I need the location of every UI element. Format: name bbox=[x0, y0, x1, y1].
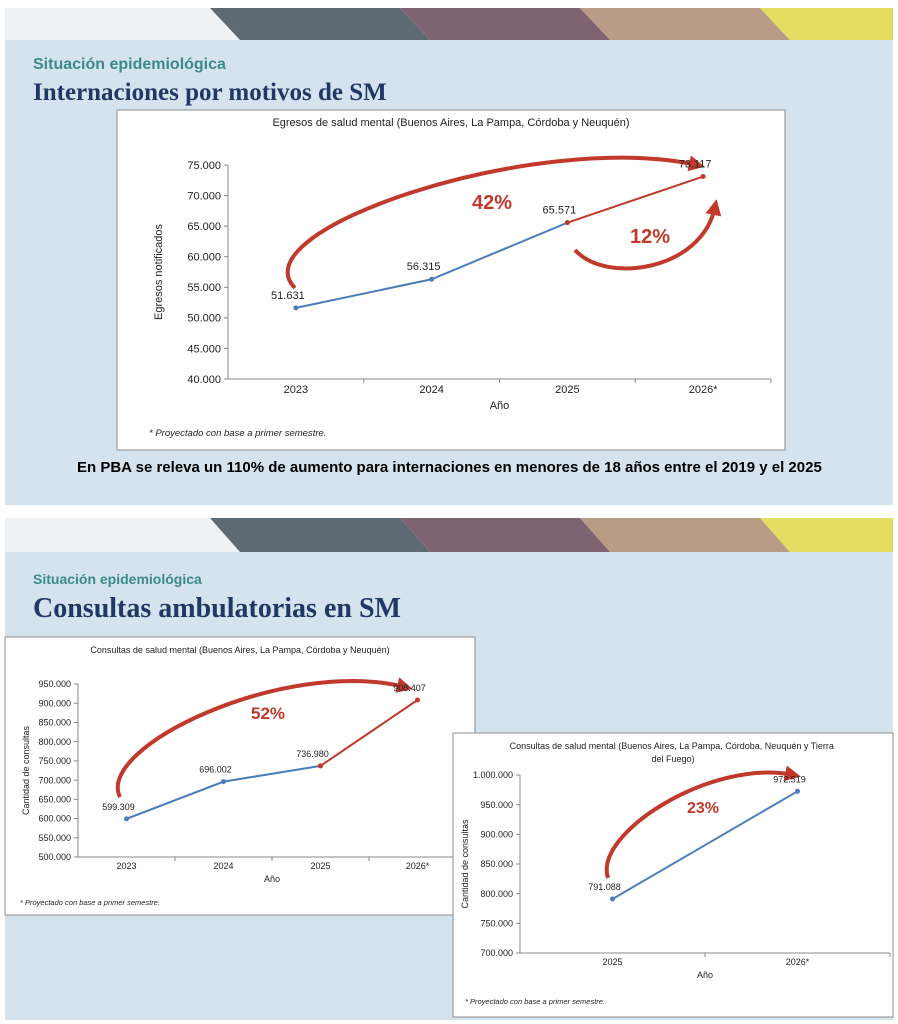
y-tick-label: 700.000 bbox=[480, 948, 513, 958]
footnote: * Proyectado con base a primer semestre. bbox=[149, 428, 326, 439]
point bbox=[610, 896, 615, 902]
y-axis-label: Cantidad de consultas bbox=[21, 725, 31, 815]
stripe bbox=[760, 8, 893, 40]
chart-title: Consultas de salud mental (Buenos Aires,… bbox=[90, 645, 389, 655]
chart-title: Consultas de salud mental (Buenos Aires,… bbox=[510, 741, 837, 764]
y-tick-label: 55.000 bbox=[187, 282, 221, 294]
y-tick-label: 70.000 bbox=[187, 190, 221, 202]
x-tick-label: 2024 bbox=[419, 384, 443, 396]
point bbox=[795, 788, 800, 794]
y-tick-label: 700.000 bbox=[38, 775, 71, 785]
y-tick-label: 65.000 bbox=[187, 221, 221, 233]
y-axis-label: Cantidad de consultas bbox=[460, 819, 470, 909]
y-tick-label: 40.000 bbox=[187, 374, 221, 386]
x-tick-label: 2026* bbox=[689, 384, 718, 396]
y-tick-label: 950.000 bbox=[480, 800, 513, 810]
data-label: 908.407 bbox=[393, 683, 426, 693]
series-line bbox=[611, 790, 799, 900]
slide-subtitle: Situación epidemiológica bbox=[33, 571, 202, 587]
y-tick-label: 50.000 bbox=[187, 313, 221, 325]
data-label: 65.571 bbox=[543, 205, 577, 217]
y-tick-label: 750.000 bbox=[480, 918, 513, 928]
x-tick-label: 2023 bbox=[116, 861, 136, 871]
data-label: 73.117 bbox=[679, 159, 712, 171]
y-tick-label: 800.000 bbox=[38, 737, 71, 747]
stripe bbox=[760, 518, 893, 552]
point bbox=[564, 220, 570, 226]
x-tick-label: 2025 bbox=[555, 384, 579, 396]
chart: Consultas de salud mental (Buenos Aires,… bbox=[452, 732, 894, 1018]
chart-frame bbox=[4, 636, 476, 916]
y-tick-label: 900.000 bbox=[480, 829, 513, 839]
y-tick-label: 950.000 bbox=[38, 679, 71, 689]
annotation: 42% bbox=[472, 192, 512, 214]
slide-subtitle: Situación epidemiológica bbox=[33, 56, 226, 73]
x-tick-label: 2025 bbox=[310, 861, 330, 871]
y-tick-label: 600.000 bbox=[38, 814, 71, 824]
y-tick-label: 650.000 bbox=[38, 794, 71, 804]
arrow bbox=[573, 199, 722, 271]
chart: Egresos de salud mental (Buenos Aires, L… bbox=[116, 109, 786, 451]
point bbox=[293, 305, 299, 311]
data-label: 736.980 bbox=[296, 749, 329, 759]
point bbox=[221, 779, 226, 785]
data-label: 972.519 bbox=[773, 774, 806, 784]
y-tick-label: 550.000 bbox=[38, 833, 71, 843]
x-tick-label: 2024 bbox=[213, 861, 233, 871]
stripe bbox=[400, 518, 610, 552]
footnote: * Proyectado con base a primer semestre. bbox=[20, 898, 160, 907]
x-tick-label: 2025 bbox=[602, 957, 622, 967]
y-tick-label: 75.000 bbox=[187, 160, 221, 172]
data-label: 51.631 bbox=[271, 290, 305, 302]
series-line bbox=[319, 699, 419, 767]
annotation: 23% bbox=[687, 800, 719, 817]
chart-frame bbox=[452, 732, 894, 1018]
arrow bbox=[604, 765, 801, 879]
point bbox=[700, 174, 706, 180]
stripe bbox=[210, 518, 430, 552]
y-tick-label: 60.000 bbox=[187, 252, 221, 264]
x-axis-label: Año bbox=[264, 874, 280, 884]
point bbox=[318, 763, 323, 769]
y-tick-label: 900.000 bbox=[38, 698, 71, 708]
data-label: 599.309 bbox=[102, 802, 135, 812]
x-tick-label: 2026* bbox=[406, 861, 430, 871]
point bbox=[415, 697, 420, 703]
stripe bbox=[210, 8, 430, 40]
slide-title: Consultas ambulatorias en SM bbox=[33, 593, 401, 624]
x-tick-label: 2026* bbox=[786, 957, 810, 967]
data-label: 791.088 bbox=[588, 882, 621, 892]
annotation: 12% bbox=[630, 226, 670, 248]
data-label: 696.002 bbox=[199, 765, 232, 775]
chart: Consultas de salud mental (Buenos Aires,… bbox=[4, 636, 476, 916]
point bbox=[124, 816, 129, 822]
slide-title: Internaciones por motivos de SM bbox=[33, 79, 387, 106]
x-axis-label: Año bbox=[697, 970, 713, 980]
y-tick-label: 500.000 bbox=[38, 852, 71, 862]
x-axis-label: Año bbox=[490, 400, 510, 412]
annotation: 52% bbox=[251, 704, 285, 723]
series-line bbox=[567, 175, 704, 224]
y-tick-label: 1.000.000 bbox=[473, 770, 513, 780]
arrow bbox=[285, 155, 705, 290]
y-tick-label: 850.000 bbox=[38, 718, 71, 728]
y-tick-label: 45.000 bbox=[187, 343, 221, 355]
arrow bbox=[115, 677, 413, 798]
y-axis-label: Egresos notificados bbox=[153, 224, 165, 320]
stripe bbox=[400, 8, 610, 40]
y-tick-label: 850.000 bbox=[480, 859, 513, 869]
point bbox=[429, 276, 435, 282]
x-tick-label: 2023 bbox=[284, 384, 308, 396]
footnote: * Proyectado con base a primer semestre. bbox=[465, 997, 605, 1006]
stripe bbox=[580, 8, 790, 40]
y-tick-label: 800.000 bbox=[480, 889, 513, 899]
data-label: 56.315 bbox=[407, 261, 441, 273]
y-tick-label: 750.000 bbox=[38, 756, 71, 766]
stripe bbox=[580, 518, 790, 552]
chart-title: Egresos de salud mental (Buenos Aires, L… bbox=[272, 117, 629, 129]
slide-note: En PBA se releva un 110% de aumento para… bbox=[77, 459, 822, 476]
